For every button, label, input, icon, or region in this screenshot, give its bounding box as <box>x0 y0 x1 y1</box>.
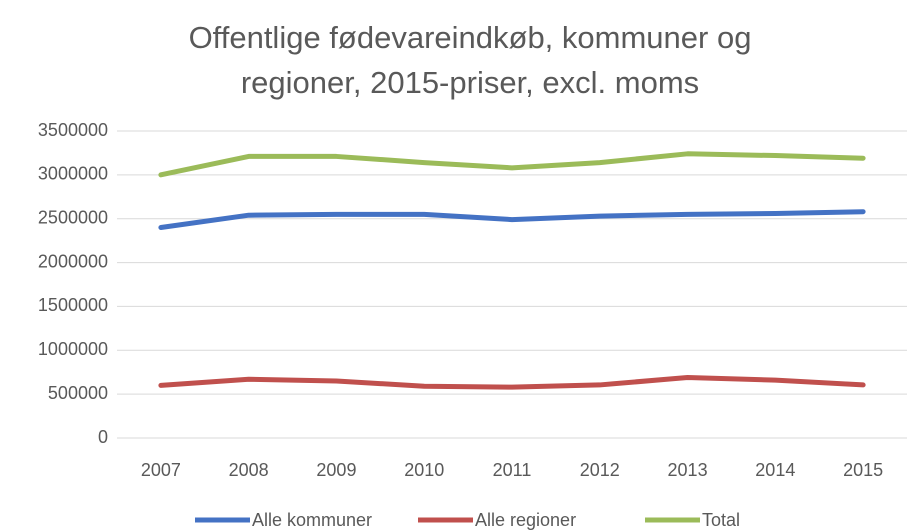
y-tick-label: 0 <box>98 427 108 447</box>
x-tick-label: 2008 <box>229 460 269 480</box>
y-tick-label: 2000000 <box>38 251 108 271</box>
y-tick-label: 1500000 <box>38 295 108 315</box>
x-tick-label: 2007 <box>141 460 181 480</box>
y-tick-label: 3500000 <box>38 120 108 140</box>
series-line <box>158 151 866 178</box>
chart-subtitle: regioner, 2015-priser, excl. moms <box>241 65 699 100</box>
series-line <box>158 209 866 230</box>
y-tick-label: 500000 <box>48 383 108 403</box>
legend-label: Total <box>702 510 740 530</box>
series-line <box>158 374 866 390</box>
chart-title: Offentlige fødevareindkøb, kommuner og <box>189 20 752 55</box>
y-tick-label: 1000000 <box>38 339 108 359</box>
x-tick-label: 2012 <box>580 460 620 480</box>
legend-label: Alle regioner <box>475 510 576 530</box>
legend-label: Alle kommuner <box>252 510 372 530</box>
x-tick-label: 2013 <box>668 460 708 480</box>
y-tick-label: 3000000 <box>38 164 108 184</box>
x-tick-label: 2010 <box>404 460 444 480</box>
x-tick-label: 2015 <box>843 460 883 480</box>
y-tick-label: 2500000 <box>38 207 108 227</box>
x-tick-label: 2014 <box>755 460 795 480</box>
x-tick-label: 2009 <box>316 460 356 480</box>
x-tick-label: 2011 <box>493 460 532 480</box>
